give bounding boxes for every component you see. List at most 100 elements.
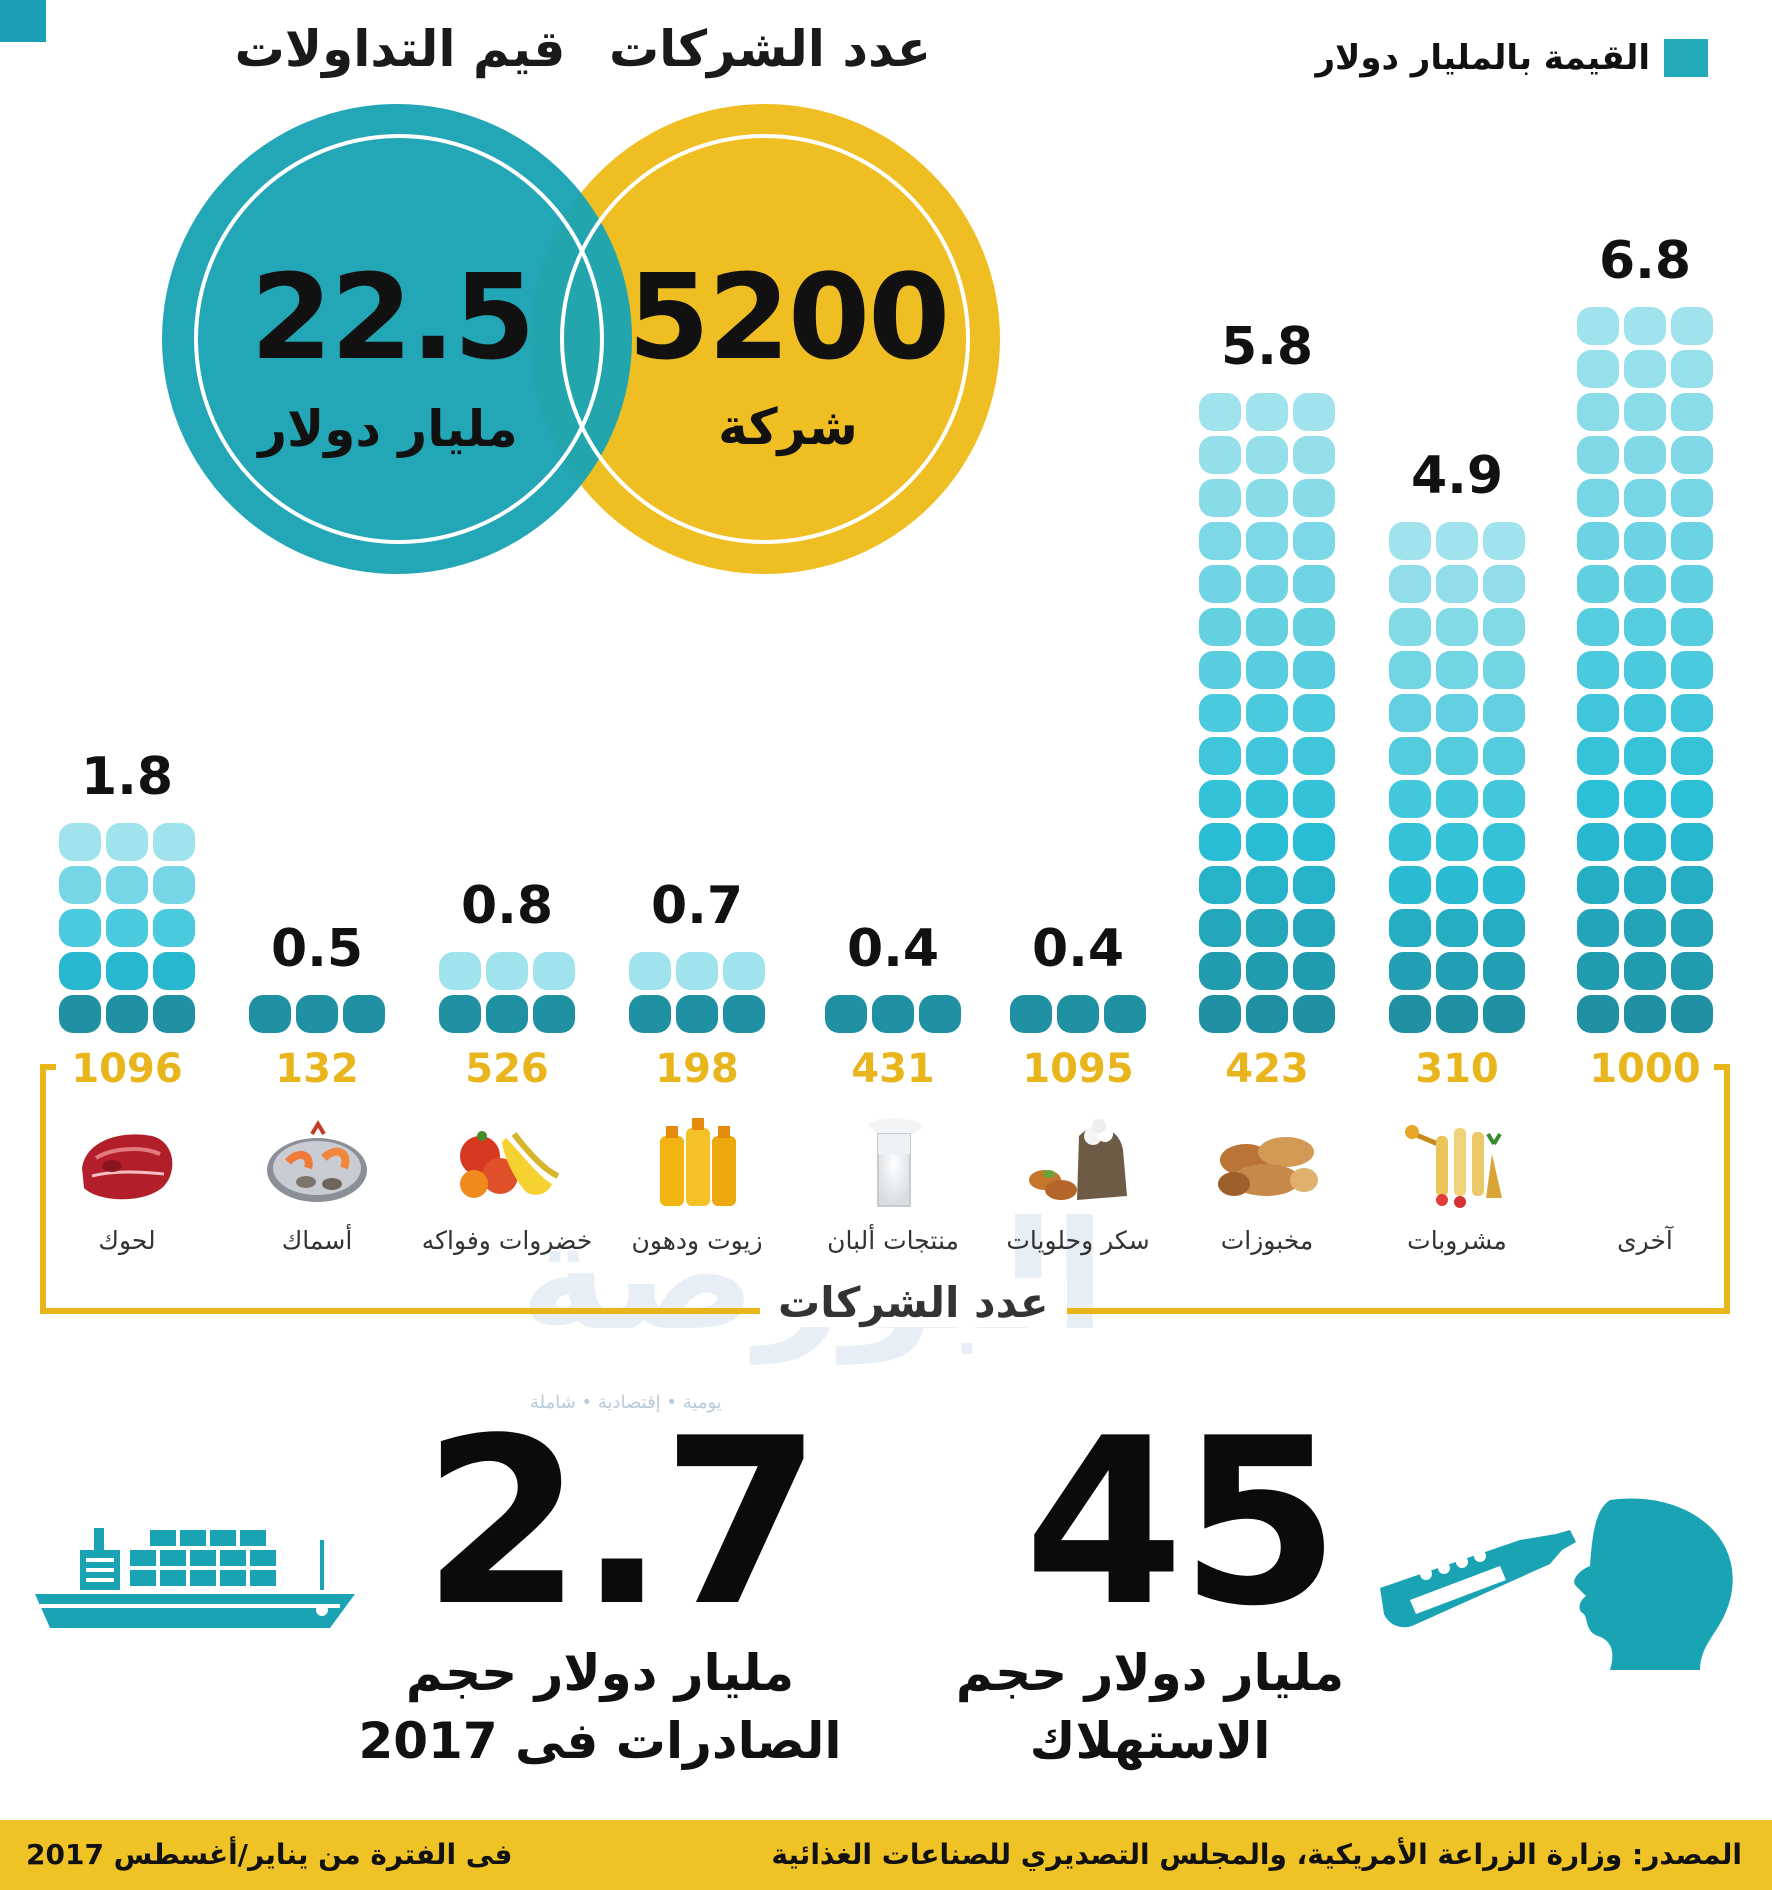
bar-cell xyxy=(1246,737,1288,775)
bar-cell xyxy=(1483,952,1525,990)
bar-cell xyxy=(106,909,148,947)
category-label: منتجات ألبان xyxy=(827,1226,959,1255)
bar-cell xyxy=(1436,866,1478,904)
bar-value-label: 0.4 xyxy=(846,919,940,979)
oil-icon xyxy=(642,1114,752,1210)
bar-cell xyxy=(1246,393,1288,431)
bar-cell xyxy=(1246,780,1288,818)
bar-cell xyxy=(1199,565,1241,603)
bar-cell xyxy=(1246,565,1288,603)
bar-cell xyxy=(1671,780,1713,818)
frame-title: عدد الشركات xyxy=(760,1278,1067,1327)
bar-cell xyxy=(1246,823,1288,861)
bar-cell xyxy=(1436,909,1478,947)
bar-cell xyxy=(1389,823,1431,861)
exports-caption-line2: الصادرات فى 2017 xyxy=(358,1711,842,1770)
bar-cell xyxy=(1199,694,1241,732)
bar-cell xyxy=(439,952,481,990)
bar-cell xyxy=(1671,393,1713,431)
bar-cell xyxy=(1199,909,1241,947)
consumption-caption: مليار دولار حجم الاستهلاك xyxy=(940,1640,1360,1775)
bar-cell xyxy=(1199,522,1241,560)
bar-cell xyxy=(1577,694,1619,732)
bar-cell xyxy=(1577,909,1619,947)
bar-cell xyxy=(1483,866,1525,904)
bar-cell xyxy=(1436,823,1478,861)
bar-cell xyxy=(872,995,914,1033)
bar-cell xyxy=(1483,608,1525,646)
bar-value-label: 0.8 xyxy=(460,876,554,936)
category-label: خضروات وفواكه xyxy=(421,1226,593,1255)
bar-cell xyxy=(1293,995,1335,1033)
bar-cell xyxy=(676,995,718,1033)
bar-cell xyxy=(1293,952,1335,990)
bar-cell xyxy=(1577,350,1619,388)
company-count-label: 1095 xyxy=(1022,1046,1134,1092)
bar-cell xyxy=(1577,307,1619,345)
bar-cell xyxy=(1671,694,1713,732)
trading-circle-ring xyxy=(194,134,604,544)
category-label: أسماك xyxy=(281,1226,353,1255)
bar-cell xyxy=(1483,651,1525,689)
trading-unit: مليار دولار xyxy=(258,400,518,458)
bar-cell xyxy=(1577,780,1619,818)
category-label: آخرى xyxy=(1617,1226,1673,1255)
bar-cell xyxy=(59,995,101,1033)
bar-cell xyxy=(1389,737,1431,775)
bar-value-label: 0.7 xyxy=(650,876,744,936)
bar-cell xyxy=(1436,694,1478,732)
bar-cell xyxy=(1483,565,1525,603)
bar-cell xyxy=(1293,565,1335,603)
drinks-icon xyxy=(1402,1114,1512,1210)
bar-cell xyxy=(1624,866,1666,904)
exports-caption: مليار دولار حجم الصادرات فى 2017 xyxy=(340,1640,860,1775)
category-label: لحوك xyxy=(98,1226,156,1255)
bar-cell xyxy=(439,995,481,1033)
bar-cell xyxy=(1671,479,1713,517)
bar-cell xyxy=(1577,866,1619,904)
bar-cell xyxy=(1293,866,1335,904)
bar-cell xyxy=(153,995,195,1033)
bar-cell xyxy=(1624,780,1666,818)
companies-circle-title: عدد الشركات xyxy=(608,20,932,78)
bar-cell xyxy=(1671,737,1713,775)
bar-cell xyxy=(1199,737,1241,775)
bar-cell xyxy=(1389,651,1431,689)
consumption-caption-line1: مليار دولار حجم xyxy=(955,1644,1345,1702)
fruit-vegetables-icon xyxy=(452,1114,562,1210)
bar-cell xyxy=(1483,780,1525,818)
bar-cell xyxy=(1671,909,1713,947)
bar-cell xyxy=(343,995,385,1033)
company-count-label: 1096 xyxy=(71,1046,183,1092)
bar-cell xyxy=(1624,522,1666,560)
bar xyxy=(1577,307,1713,1033)
bar-cell xyxy=(1436,737,1478,775)
bar-cell xyxy=(249,995,291,1033)
bar-cell xyxy=(919,995,961,1033)
bar-cell xyxy=(1436,651,1478,689)
bar-cell xyxy=(1199,995,1241,1033)
bar xyxy=(629,952,765,1033)
company-count-label: 132 xyxy=(275,1046,359,1092)
sweets-icon xyxy=(1023,1114,1133,1210)
bar-value-label: 6.8 xyxy=(1598,231,1692,291)
bar-cell xyxy=(1577,651,1619,689)
footer-bar xyxy=(0,1820,1772,1890)
seafood-icon xyxy=(262,1114,372,1210)
bar-cell xyxy=(59,909,101,947)
watermark-logo: البورصة xyxy=(520,1190,1106,1364)
companies-count-unit: شركة xyxy=(718,398,858,456)
bar-cell xyxy=(59,866,101,904)
bar-cell xyxy=(1624,307,1666,345)
bar-cell xyxy=(296,995,338,1033)
bar-cell xyxy=(825,995,867,1033)
bar-cell xyxy=(1199,823,1241,861)
bar-cell xyxy=(59,952,101,990)
bar-cell xyxy=(1293,608,1335,646)
bar-cell xyxy=(1293,651,1335,689)
bar-value-label: 0.5 xyxy=(270,919,364,979)
bar-cell xyxy=(533,952,575,990)
bar-cell xyxy=(1436,780,1478,818)
trading-circle-title: قيم التداولات xyxy=(234,20,566,78)
bar-cell xyxy=(486,995,528,1033)
